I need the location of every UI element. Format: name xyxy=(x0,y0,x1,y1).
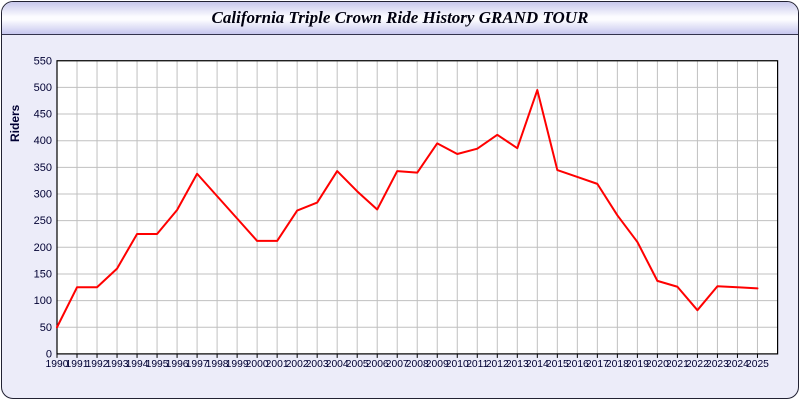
svg-text:550: 550 xyxy=(34,55,52,67)
svg-text:450: 450 xyxy=(34,109,52,121)
svg-text:250: 250 xyxy=(34,215,52,227)
svg-text:500: 500 xyxy=(34,82,52,94)
svg-text:150: 150 xyxy=(34,268,52,280)
svg-text:200: 200 xyxy=(34,242,52,254)
svg-text:2025: 2025 xyxy=(746,359,769,370)
svg-text:400: 400 xyxy=(34,135,52,147)
svg-text:100: 100 xyxy=(34,295,52,307)
svg-text:50: 50 xyxy=(40,322,52,334)
svg-text:350: 350 xyxy=(34,162,52,174)
svg-text:300: 300 xyxy=(34,189,52,201)
